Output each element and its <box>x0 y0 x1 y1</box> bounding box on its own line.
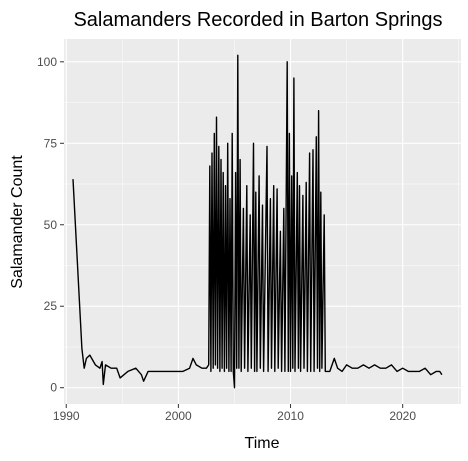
y-tick-label: 50 <box>44 218 58 232</box>
salamander-count-line <box>72 54 443 389</box>
x-tick-label: 2020 <box>389 409 416 423</box>
chart-title: Salamanders Recorded in Barton Springs <box>73 9 442 31</box>
x-axis-title: Time <box>245 435 280 452</box>
y-tick-label: 100 <box>37 55 57 69</box>
x-tick-label: 1990 <box>53 409 80 423</box>
y-axis-ticks: 0 25 50 75 100 <box>37 55 64 395</box>
y-axis-title: Salamander Count <box>9 155 26 289</box>
x-tick-label: 2000 <box>165 409 192 423</box>
x-axis-ticks: 1990 2000 2010 2020 <box>53 404 416 423</box>
y-tick-label: 75 <box>44 136 58 150</box>
x-tick-label: 2010 <box>277 409 304 423</box>
y-tick-label: 0 <box>50 381 57 395</box>
y-tick-label: 25 <box>44 299 58 313</box>
